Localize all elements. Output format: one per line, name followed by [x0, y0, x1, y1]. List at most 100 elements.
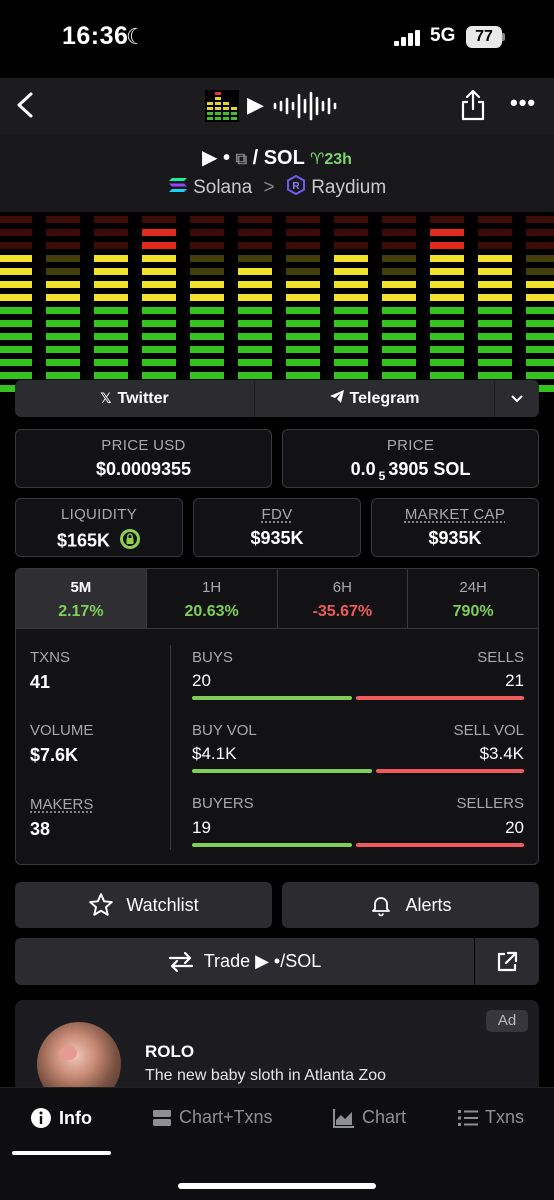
- equalizer-segment: [478, 333, 512, 340]
- buys-bar: [192, 696, 352, 700]
- nav-txns[interactable]: Txns: [458, 1107, 524, 1128]
- equalizer-segment: [46, 320, 80, 327]
- price-native-label: PRICE: [386, 437, 435, 454]
- market-cap-label[interactable]: MARKET CAP: [404, 506, 506, 523]
- tab-5m[interactable]: 5M 2.17%: [16, 569, 147, 628]
- equalizer-segment: [382, 255, 416, 262]
- sell-vol-bar: [376, 769, 524, 773]
- equalizer-segment: [286, 333, 320, 340]
- volume-label: VOLUME: [30, 722, 94, 739]
- back-arrow-icon[interactable]: [14, 88, 38, 122]
- fdv-value: $935K: [250, 528, 304, 548]
- external-link-button[interactable]: [475, 938, 539, 985]
- nav-chart-txns-label: Chart+Txns: [179, 1107, 273, 1127]
- twitter-button[interactable]: 𝕏 Twitter: [15, 380, 255, 417]
- tab-24h[interactable]: 24H 790%: [408, 569, 538, 628]
- equalizer-segment: [94, 320, 128, 327]
- liquidity-label: LIQUIDITY: [60, 506, 138, 523]
- equalizer-segment: [142, 359, 176, 366]
- battery-icon: 77: [466, 26, 502, 48]
- ad-card[interactable]: Ad ROLO The new baby sloth in Atlanta Zo…: [15, 1000, 539, 1095]
- chain-name[interactable]: Solana: [193, 177, 253, 199]
- tab-label: 6H: [332, 579, 352, 596]
- lock-icon[interactable]: [119, 528, 141, 555]
- equalizer-segment: [334, 281, 368, 288]
- txns-label: TXNS: [30, 649, 71, 666]
- equalizer-segment: [286, 242, 320, 249]
- token-logo-icon: [205, 90, 239, 122]
- equalizer-segment: [142, 294, 176, 301]
- telegram-button[interactable]: Telegram: [255, 380, 495, 417]
- timeframe-tabs: 5M 2.17% 1H 20.63% 6H -35.67% 24H 790%: [16, 569, 538, 629]
- ad-avatar: [37, 1022, 121, 1095]
- tab-1h[interactable]: 1H 20.63%: [147, 569, 278, 628]
- price-prefix: 0.0: [350, 459, 376, 479]
- equalizer-segment: [334, 372, 368, 379]
- more-socials-dropdown[interactable]: [495, 380, 539, 417]
- equalizer-segment: [0, 320, 32, 327]
- equalizer-segment: [142, 372, 176, 379]
- alerts-label: Alerts: [405, 894, 452, 915]
- dex-name[interactable]: Raydium: [311, 177, 387, 199]
- x-icon: 𝕏: [100, 390, 112, 406]
- equalizer-segment: [382, 216, 416, 223]
- price-zero-count: 5: [378, 468, 386, 483]
- tab-label: 5M: [70, 579, 92, 596]
- equalizer-segment: [0, 372, 32, 379]
- equalizer-segment: [526, 216, 554, 223]
- equalizer-segment: [526, 333, 554, 340]
- nav-info[interactable]: Info: [30, 1107, 92, 1129]
- equalizer-segment: [286, 281, 320, 288]
- equalizer-segment: [382, 229, 416, 236]
- equalizer-segment: [142, 307, 176, 314]
- equalizer-segment: [430, 333, 464, 340]
- equalizer-segment: [238, 307, 272, 314]
- equalizer-segment: [382, 359, 416, 366]
- price-usd-label: PRICE USD: [101, 437, 186, 454]
- equalizer-segment: [0, 281, 32, 288]
- equalizer-segment: [238, 255, 272, 262]
- equalizer-segment: [430, 372, 464, 379]
- fdv-label[interactable]: FDV: [261, 506, 293, 523]
- status-bar: 16:36 ☾ 5G 77: [0, 0, 554, 78]
- trade-button[interactable]: Trade ▶ •/SOL: [15, 938, 474, 985]
- makers-label[interactable]: MAKERS: [30, 796, 94, 813]
- nav-chart-txns[interactable]: Chart+Txns: [152, 1107, 273, 1128]
- watchlist-button[interactable]: Watchlist: [15, 882, 272, 928]
- equalizer-segment: [382, 307, 416, 314]
- tab-change: 790%: [452, 603, 494, 620]
- equalizer-segment: [526, 320, 554, 327]
- stats-panel: 5M 2.17% 1H 20.63% 6H -35.67% 24H 790% T…: [15, 568, 539, 865]
- tab-change: 20.63%: [184, 603, 239, 620]
- equalizer-segment: [94, 359, 128, 366]
- tab-6h[interactable]: 6H -35.67%: [278, 569, 409, 628]
- market-cap-box: MARKET CAP $935K: [371, 498, 539, 557]
- buyers-label: BUYERS: [192, 795, 254, 812]
- ad-badge: Ad: [486, 1010, 528, 1032]
- more-options-icon[interactable]: •••: [510, 90, 537, 115]
- equalizer-segment: [238, 333, 272, 340]
- copy-icon[interactable]: ⧉: [235, 151, 247, 168]
- nav-chart-label: Chart: [362, 1107, 407, 1127]
- equalizer-segment: [142, 229, 176, 236]
- equalizer-segment: [46, 255, 80, 262]
- equalizer-segment: [382, 294, 416, 301]
- equalizer-segment: [190, 346, 224, 353]
- sellers-label: SELLERS: [456, 795, 524, 812]
- home-indicator: [178, 1183, 376, 1189]
- equalizer-segment: [430, 255, 464, 262]
- equalizer-segment: [190, 268, 224, 275]
- share-icon[interactable]: [460, 88, 486, 122]
- equalizer-segment: [526, 372, 554, 379]
- equalizer-segment: [0, 359, 32, 366]
- tab-change: 2.17%: [58, 603, 104, 620]
- equalizer-segment: [46, 281, 80, 288]
- fdv-box: FDV $935K: [193, 498, 361, 557]
- alerts-button[interactable]: Alerts: [282, 882, 539, 928]
- equalizer-segment: [526, 294, 554, 301]
- quote-symbol: SOL: [263, 147, 305, 169]
- nav-chart[interactable]: Chart: [333, 1107, 406, 1128]
- price-native-box: PRICE 0.0 5 3905 SOL: [282, 429, 539, 488]
- top-nav: ▶ •••: [0, 78, 554, 134]
- sprout-icon: ♈︎: [310, 151, 325, 168]
